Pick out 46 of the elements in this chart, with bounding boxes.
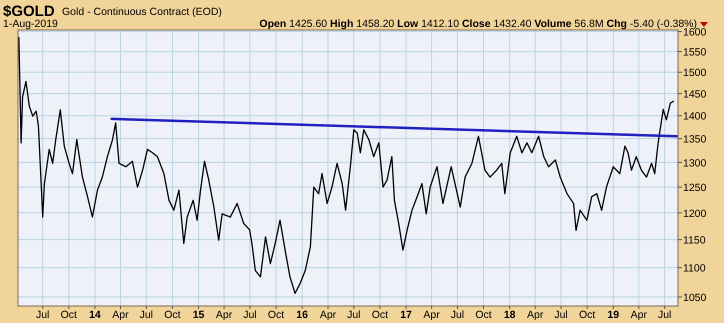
x-tick-label: Jul xyxy=(347,309,361,321)
x-tick-label: 15 xyxy=(192,309,205,321)
x-tick-label: Jul xyxy=(36,309,50,321)
line-series xyxy=(18,36,674,294)
x-tick-label: Oct xyxy=(475,309,492,321)
x-tick-label: 19 xyxy=(607,309,620,321)
x-tick-label: Apr xyxy=(320,309,337,321)
text: Close 1432.40 xyxy=(459,18,532,30)
x-tick-label: 14 xyxy=(89,309,101,321)
x-tick-label: 18 xyxy=(504,309,516,321)
text: Low 1412.10 xyxy=(394,18,460,30)
text: Volume 56.8M xyxy=(531,18,604,30)
x-tick-label: Oct xyxy=(372,309,388,321)
x-tick-label: 16 xyxy=(296,309,308,321)
y-tick-label: 1550 xyxy=(683,46,707,59)
y-tick-label: 1200 xyxy=(683,208,707,220)
text: High 1458.20 xyxy=(327,18,394,30)
x-tick-label: 17 xyxy=(400,309,412,321)
x-tick-label: Oct xyxy=(268,309,284,321)
y-tick-label: 1500 xyxy=(683,67,707,80)
text: 1-Aug-2019 xyxy=(3,18,58,30)
x-tick-label: Apr xyxy=(630,309,648,321)
chart-title: $GOLD xyxy=(3,3,55,20)
x-tick-label: Apr xyxy=(527,309,544,321)
x-tick-label: Jul xyxy=(140,309,154,321)
y-tick-label: 1600 xyxy=(683,26,707,39)
x-tick-label: Oct xyxy=(578,309,596,321)
x-tick-label: Jul xyxy=(658,309,672,321)
y-tick-label: 1250 xyxy=(683,182,707,194)
chart-subtitle: Gold - Continuous Contract (EOD) xyxy=(62,6,222,18)
y-tick-label: 1300 xyxy=(683,157,707,170)
x-tick-label: Apr xyxy=(112,309,130,321)
y-tick-label: 1400 xyxy=(683,110,707,123)
y-tick-label: 1100 xyxy=(683,262,706,275)
x-tick-label: Apr xyxy=(216,309,233,321)
x-tick-label: Jul xyxy=(554,309,568,321)
x-tick-label: Jul xyxy=(243,309,257,321)
y-tick-label: 1450 xyxy=(683,88,707,101)
x-tick-label: Apr xyxy=(423,309,440,321)
y-tick-label: 1050 xyxy=(683,292,707,304)
x-tick-label: Jul xyxy=(450,309,464,321)
y-tick-label: 1150 xyxy=(683,234,706,247)
x-tick-label: Oct xyxy=(60,309,78,321)
text: Open 1425.60 xyxy=(259,18,328,30)
x-tick-label: Oct xyxy=(164,309,181,321)
y-tick-label: 1350 xyxy=(683,134,707,146)
